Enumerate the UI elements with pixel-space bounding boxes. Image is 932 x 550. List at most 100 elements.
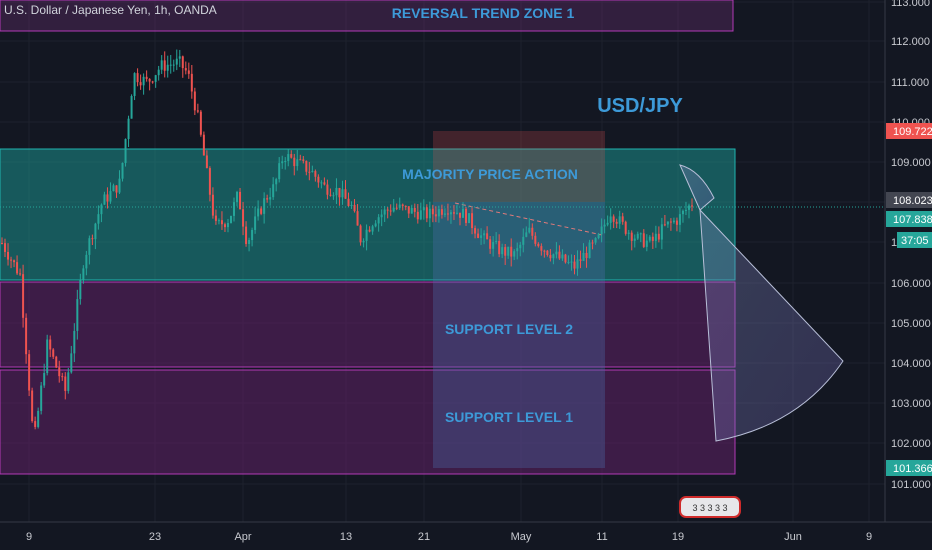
candle-body [618, 216, 621, 224]
price-axis[interactable] [885, 0, 932, 522]
candle-body [495, 241, 498, 243]
candle-body [486, 233, 489, 240]
time-tick-label: 11 [596, 531, 607, 543]
candle-body [335, 187, 338, 196]
candle-body [380, 214, 383, 218]
candle-body [58, 367, 61, 377]
time-tick-label: 9 [866, 531, 872, 543]
candle-body [666, 221, 669, 225]
candle-body [302, 159, 305, 161]
candle-body [471, 213, 474, 229]
candle-body [564, 254, 567, 263]
candle-body [284, 160, 287, 162]
candle-body [320, 182, 323, 184]
range-blue-box[interactable] [433, 202, 605, 468]
candle-body [597, 234, 600, 239]
candle-body [452, 212, 455, 214]
candle-body [416, 211, 419, 220]
candle-body [489, 239, 492, 249]
price-tick-label: 112.000 [891, 36, 930, 48]
candle-body [344, 189, 347, 199]
time-axis[interactable] [0, 522, 932, 550]
candle-body [61, 376, 64, 378]
candle-body [139, 82, 142, 86]
candle-body [67, 372, 70, 391]
candle-body [636, 233, 639, 239]
candle-body [226, 223, 229, 228]
candle-body [130, 95, 133, 119]
candle-body [543, 250, 546, 252]
time-tick-label: 23 [149, 531, 161, 543]
candle-body [293, 157, 296, 167]
candle-body [326, 184, 329, 195]
candle-body [501, 247, 504, 255]
publisher-logo: 3 3 3 3 3 [679, 496, 741, 518]
candle-body [440, 209, 443, 215]
zone-support-level-1[interactable] [0, 369, 736, 475]
candle-body [522, 236, 525, 245]
candle-body [681, 210, 684, 215]
candle-body [82, 268, 85, 281]
time-tick-label: 19 [672, 531, 684, 543]
candle-body [691, 205, 693, 207]
candle-body [154, 75, 157, 82]
candle-body [97, 214, 100, 224]
svg-text:101.366: 101.366 [893, 463, 932, 475]
candle-body [13, 260, 16, 263]
label-support-level-2: SUPPORT LEVEL 2 [445, 321, 573, 337]
candle-body [133, 73, 136, 96]
candle-body [404, 205, 407, 207]
candle-body [353, 205, 356, 212]
candle-body [166, 64, 169, 71]
candle-body [263, 198, 266, 214]
candle-body [269, 197, 272, 200]
candle-body [612, 216, 615, 222]
price-tag-108-023: 108.023 [886, 192, 932, 208]
zone-reversal-trend-1[interactable] [0, 0, 734, 32]
svg-text:3 3 3 3 3: 3 3 3 3 3 [692, 503, 727, 513]
candle-body [55, 356, 58, 368]
candle-body [148, 78, 151, 82]
candle-body [28, 354, 31, 391]
candle-body [1, 243, 3, 245]
candle-body [266, 198, 269, 200]
candle-body [669, 221, 672, 223]
candle-body [275, 179, 278, 185]
candle-body [145, 76, 148, 79]
candle-body [591, 242, 594, 244]
zone-support-level-2[interactable] [0, 281, 736, 368]
candle-body [371, 226, 374, 232]
candle-body [223, 224, 226, 228]
candle-body [642, 233, 645, 247]
projection-fan[interactable] [679, 164, 715, 211]
candle-body [52, 349, 55, 357]
projection-arc[interactable] [699, 208, 844, 442]
price-tick-label: 104.000 [891, 358, 931, 370]
candle-body [103, 194, 106, 205]
candle-body [202, 134, 205, 156]
candle-body [687, 205, 690, 210]
candle-body [184, 68, 187, 71]
candle-body [513, 251, 516, 257]
candle-body [311, 171, 314, 173]
candle-body [386, 209, 389, 211]
candle-body [245, 226, 248, 244]
candle-body [220, 220, 223, 225]
candle-body [468, 213, 471, 223]
candle-body [40, 385, 43, 411]
candle-body [211, 194, 214, 216]
candles [1, 49, 693, 430]
zone-majority-price-action[interactable] [0, 148, 736, 281]
candle-body [362, 240, 365, 243]
candle-body [34, 421, 37, 427]
candle-body [446, 213, 449, 215]
price-tick-label: 102.000 [891, 438, 931, 450]
candle-body [347, 198, 350, 206]
candle-body [419, 210, 422, 220]
candle-body [552, 254, 555, 259]
range-red-box[interactable] [433, 131, 605, 202]
candle-body [239, 191, 242, 210]
candle-body [329, 194, 332, 196]
